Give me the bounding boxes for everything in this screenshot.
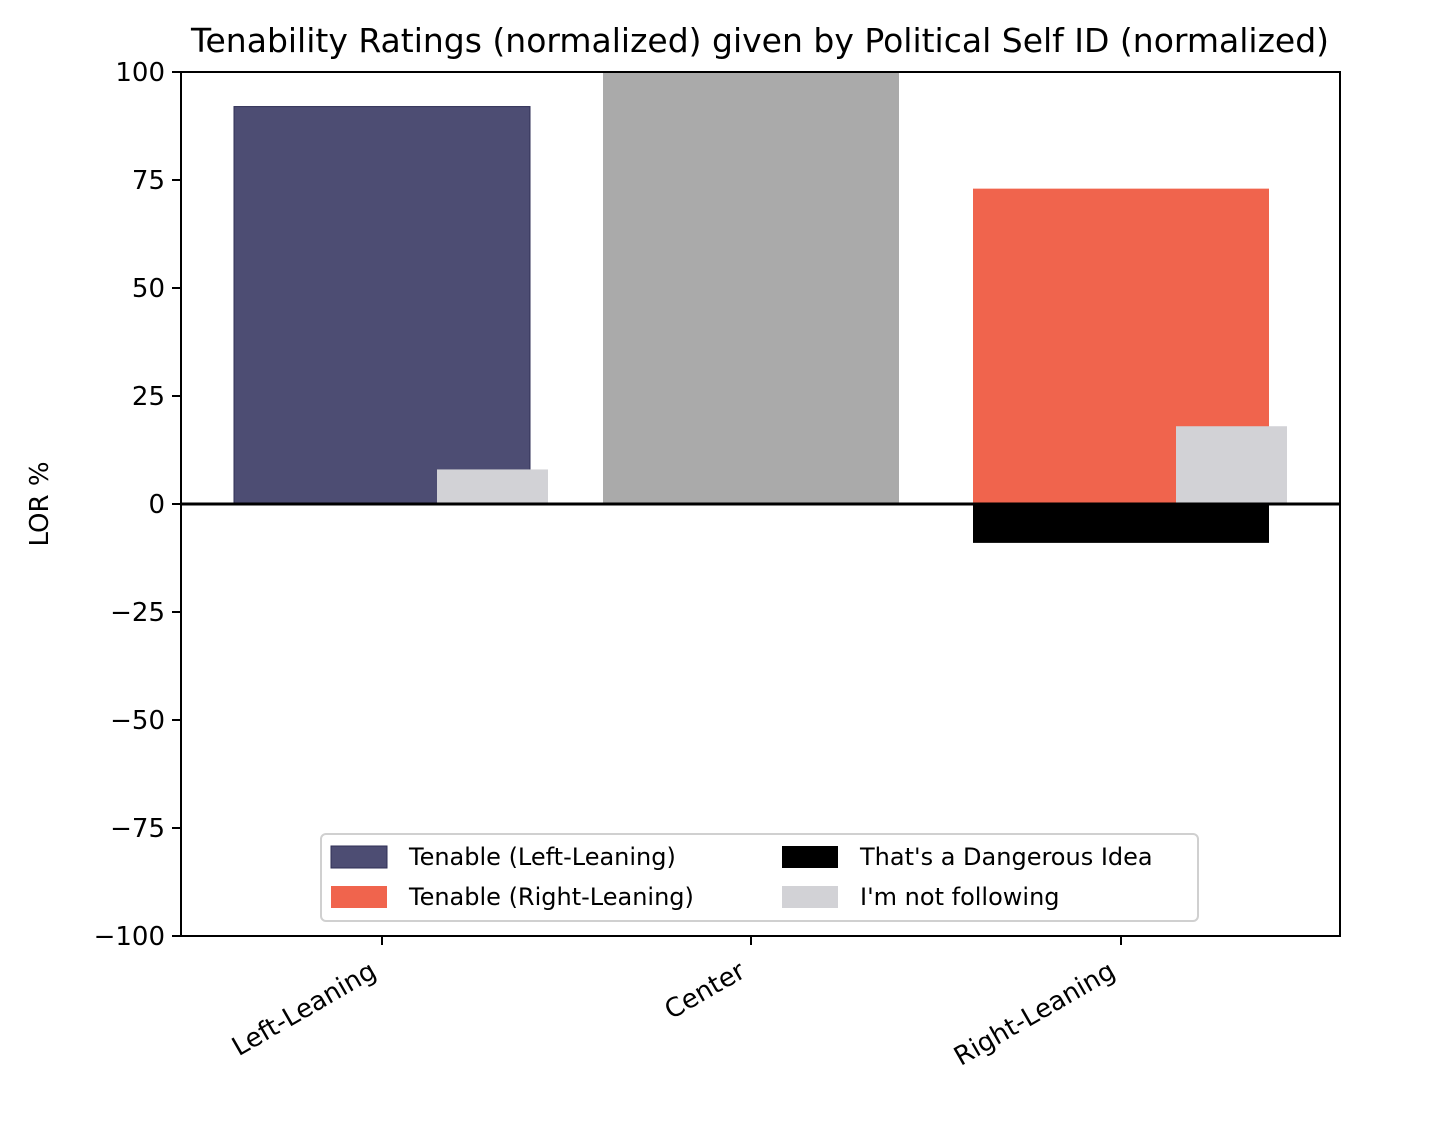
x-tick-label: Center [660,956,751,1026]
y-tick-label: −75 [110,814,165,844]
bar-not-following-left-leaning [437,469,548,504]
x-tick-label: Left-Leaning [227,956,381,1062]
y-tick-label: 50 [132,274,165,304]
bar-dangerous-right-leaning [973,504,1269,543]
y-tick-label: 0 [148,490,165,520]
y-tick-label: −100 [94,922,165,952]
y-tick-label: −25 [110,598,165,628]
bar-tenable-center [603,72,899,504]
y-tick-label: 25 [132,382,165,412]
legend-swatch [331,886,387,908]
legend-label: I'm not following [860,883,1060,911]
legend-swatch [330,845,388,869]
chart-title: Tenability Ratings (normalized) given by… [190,21,1329,60]
legend-swatch [782,846,838,868]
y-tick-label: −50 [110,706,165,736]
y-axis-label: LOR % [25,461,55,546]
legend-label: That's a Dangerous Idea [859,843,1153,871]
x-tick-label: Right-Leaning [949,956,1120,1072]
legend-label: Tenable (Right-Leaning) [408,883,694,911]
y-axis: 100 75 50 25 0 −25 −50 −75 −100 [94,58,181,952]
y-tick-label: 100 [115,58,165,88]
bar-not-following-right-leaning [1176,426,1287,504]
y-tick-label: 75 [132,166,165,196]
legend-box [320,833,1199,922]
legend-swatch [782,886,838,908]
bar-tenable-left-leaning [233,106,531,505]
x-axis: Left-Leaning Center Right-Leaning [227,936,1122,1072]
legend: Tenable (Left-Leaning) Tenable (Right-Lea… [320,833,1199,922]
bars-layer [233,72,1287,543]
legend-label: Tenable (Left-Leaning) [408,843,676,871]
